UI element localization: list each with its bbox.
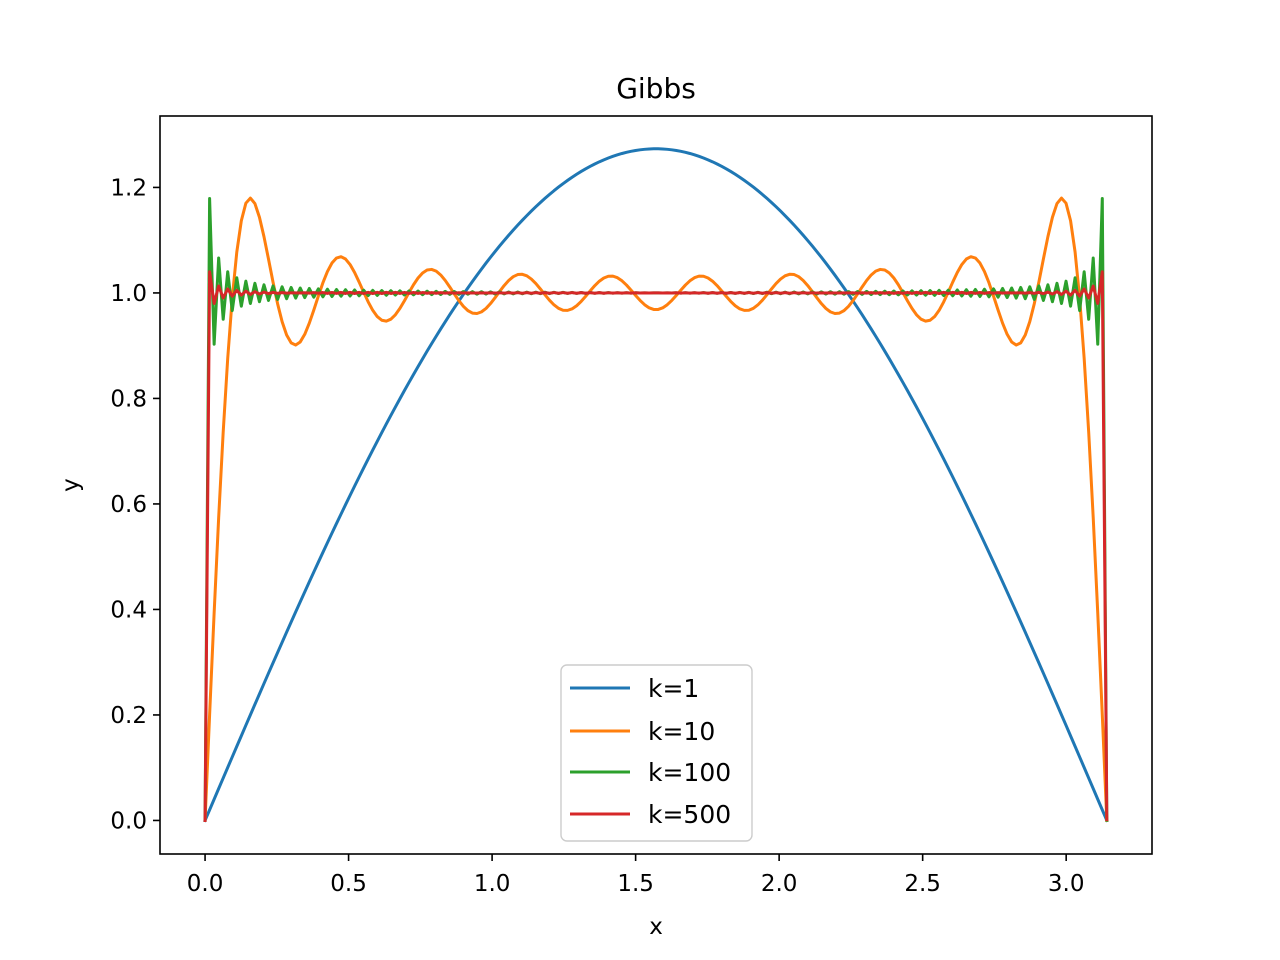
y-tick-label: 1.0 [110, 281, 147, 307]
y-axis-label: y [58, 478, 84, 492]
y-axis-ticks: 0.0 0.2 0.4 0.6 0.8 1.0 1.2 [110, 175, 160, 834]
series-layer [203, 147, 1109, 823]
y-tick-label: 0.6 [110, 492, 147, 518]
x-tick-label: 1.5 [617, 871, 654, 897]
x-tick-label: 0.5 [330, 871, 367, 897]
legend-entry: k=500 [570, 800, 731, 829]
series-line-k1 [203, 147, 1109, 823]
y-tick-label: 0.2 [110, 703, 147, 729]
legend-label: k=10 [648, 717, 715, 746]
x-tick-label: 0.0 [187, 871, 224, 897]
x-tick-label: 2.5 [904, 871, 941, 897]
x-axis-ticks: 0.0 0.5 1.0 1.5 2.0 2.5 3.0 [187, 854, 1085, 897]
x-tick-label: 2.0 [761, 871, 798, 897]
legend-entry: k=10 [570, 717, 715, 746]
series-line-k10 [203, 196, 1109, 823]
legend-label: k=500 [648, 800, 731, 829]
legend-label: k=100 [648, 758, 731, 787]
y-tick-label: 0.4 [110, 597, 147, 623]
legend-label: k=1 [648, 674, 699, 703]
legend: k=1 k=10 k=100 k=500 [560, 664, 753, 842]
legend-entry: k=1 [570, 674, 699, 703]
plot-frame [159, 115, 1153, 855]
y-tick-label: 1.2 [110, 175, 147, 201]
chart-title: Gibbs [616, 72, 696, 105]
series-line-k500 [203, 270, 1109, 822]
x-tick-label: 1.0 [474, 871, 511, 897]
y-tick-label: 0.8 [110, 386, 147, 412]
x-tick-label: 3.0 [1048, 871, 1085, 897]
legend-box [560, 664, 753, 842]
y-tick-label: 0.0 [110, 808, 147, 834]
legend-entry: k=100 [570, 758, 731, 787]
x-axis-label: x [649, 914, 663, 940]
